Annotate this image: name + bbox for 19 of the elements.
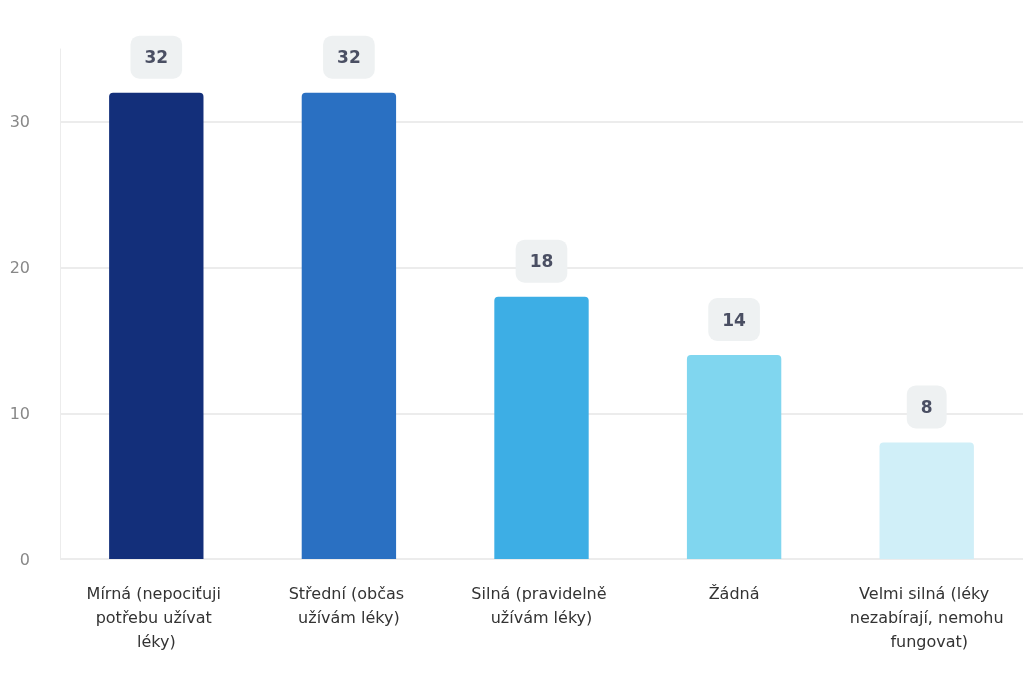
y-tick-label: 30 — [9, 112, 30, 132]
data-label: 14 — [722, 309, 747, 330]
x-tick-label: Žádná — [708, 583, 760, 603]
bar — [109, 92, 204, 559]
y-tick-label: 10 — [9, 403, 30, 423]
data-label: 32 — [144, 47, 169, 68]
y-tick-label: 20 — [9, 258, 30, 278]
x-tick-label: Střední (občas užívám léky) — [288, 583, 410, 627]
bar — [301, 92, 397, 559]
x-tick-label: Mírná (nepociťuji potřebu užívat léky) — [86, 583, 226, 651]
x-tick-label: Silná (pravidelně užívám léky) — [471, 583, 612, 627]
bar — [686, 355, 782, 559]
x-tick-label: Velmi silná (léky nezabírají, nemohu fungovat) — [849, 583, 1004, 651]
data-label: 18 — [529, 251, 554, 272]
data-label: 32 — [337, 47, 361, 68]
bar — [494, 296, 589, 559]
bar — [879, 442, 974, 559]
y-tick-label: 0 — [19, 549, 30, 569]
data-label: 8 — [920, 396, 933, 417]
